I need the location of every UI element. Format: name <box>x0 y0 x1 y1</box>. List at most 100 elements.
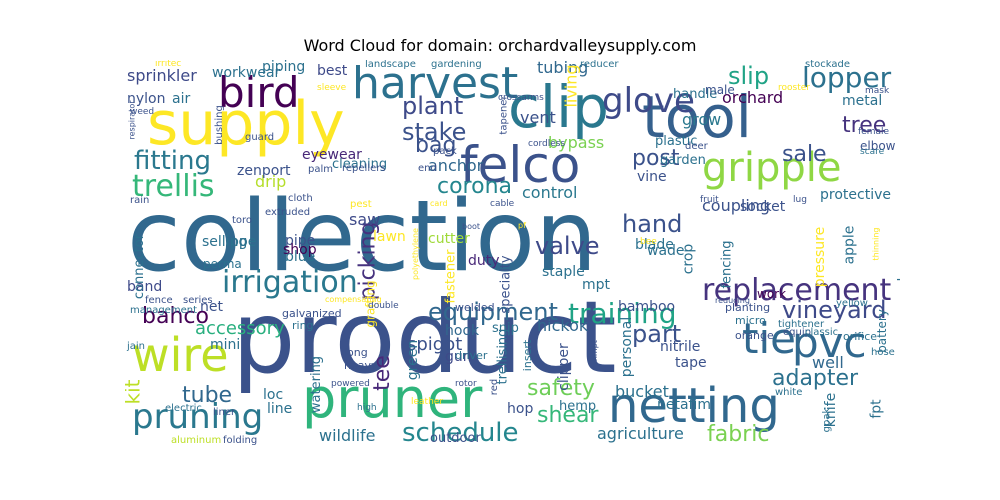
word-bushing: bushing <box>213 105 225 145</box>
word-bag: bag <box>415 133 457 158</box>
word-part: part <box>632 320 682 348</box>
word-harvest: harvest <box>352 60 519 109</box>
word-duty: duty <box>468 253 500 269</box>
word-connector: connector <box>132 233 148 300</box>
word-fpt: fpt <box>868 399 885 419</box>
word-boot: boot <box>462 222 481 231</box>
word-shop: shop <box>283 242 317 258</box>
word-drip: drip <box>255 172 287 191</box>
word-nitrile: nitrile <box>660 339 701 355</box>
word-bahco: bahco <box>142 304 209 329</box>
word-supply: supply <box>147 89 345 159</box>
word-rain: rain <box>130 195 150 206</box>
word-liner: liner <box>213 407 236 418</box>
word-rotor: rotor <box>455 379 477 389</box>
word-apple: apple <box>841 225 858 265</box>
word-clipper: clipper <box>555 343 572 391</box>
word-loc: loc <box>263 387 284 403</box>
word-lawn: lawn <box>373 229 406 245</box>
word-hand: hand <box>622 210 683 238</box>
word-grow: grow <box>682 110 722 129</box>
word-tubing: tubing <box>537 60 589 77</box>
word-selling: selling <box>202 234 248 250</box>
word-vine: vine <box>637 169 667 185</box>
word-safety: safety <box>527 376 595 401</box>
word-cleaning: cleaning <box>332 157 388 172</box>
word-powered: powered <box>331 379 370 389</box>
word-lopper: lopper <box>802 61 892 94</box>
word-fencing: fencing <box>719 240 735 289</box>
word-gripple: gripple <box>702 145 842 191</box>
word-workwear: workwear <box>212 65 281 81</box>
word-pruner: pruner <box>302 367 483 430</box>
word-post: post <box>632 146 680 171</box>
word-slip: slip <box>728 62 770 90</box>
word-equip: equip <box>783 327 811 338</box>
word-corona: corona <box>437 174 513 199</box>
word-fence: fence <box>145 295 173 306</box>
word-control: control <box>522 183 578 202</box>
word-series: series <box>183 295 213 306</box>
word-driver: driver <box>455 349 488 362</box>
word-netting: netting <box>608 378 780 434</box>
word-equipment: equipment <box>428 298 558 326</box>
word-reducer: reducer <box>580 60 619 70</box>
word-netafim: netafim <box>657 397 712 413</box>
word-classic: classic <box>805 327 839 338</box>
word-glove: glove <box>602 81 695 121</box>
word-elbow: elbow <box>860 139 896 153</box>
word-guard: guard <box>245 132 275 143</box>
word-trellising: trellising <box>495 328 511 385</box>
word-yellow: yellow <box>836 298 868 309</box>
word-zenport: zenport <box>237 163 291 179</box>
word-stockade: stockade <box>805 60 850 70</box>
word-mmpt: mmpt <box>589 340 599 364</box>
word-stake: stake <box>402 118 467 146</box>
word-green: green <box>405 339 422 381</box>
word-cloth: cloth <box>288 193 313 204</box>
word-bee: bee <box>640 237 657 247</box>
word-scare: scare <box>860 147 885 157</box>
word-welded: welded <box>455 301 495 314</box>
word-leather: leather <box>411 397 444 407</box>
word-coupling: coupling <box>702 196 771 215</box>
word-rooster: rooster <box>778 83 810 93</box>
word-spigot: spigot <box>407 334 463 355</box>
word-valve: valve <box>535 232 600 260</box>
word-tightener: tightener <box>778 319 825 330</box>
word-vent: vent <box>520 108 556 127</box>
chart-title: Word Cloud for domain: orchardvalleysupp… <box>303 36 697 55</box>
word-staple: staple <box>542 264 585 280</box>
word-protective: protective <box>820 187 891 203</box>
word-hop: hop <box>507 401 534 417</box>
word-eyewear: eyewear <box>302 147 362 163</box>
word-pest: pest <box>350 199 372 210</box>
word-product: product <box>232 279 617 396</box>
word-tool: tool <box>642 83 752 151</box>
word-male: male <box>705 83 735 97</box>
word-living: living <box>561 64 581 108</box>
word-female: female <box>858 127 890 137</box>
word-gardening: gardening <box>431 60 482 70</box>
word-best: best <box>317 63 348 79</box>
word-card: card <box>430 199 448 208</box>
word-orchard: orchard <box>722 88 784 107</box>
word-aluminum: aluminum <box>171 435 222 446</box>
word-gpak: gpak <box>821 407 833 433</box>
word-hemp: hemp <box>559 399 597 414</box>
word-personal: personal <box>619 316 636 378</box>
word-plant: plant <box>402 92 464 120</box>
word-piping: piping <box>262 60 306 75</box>
word-high: high <box>357 403 377 413</box>
word-clip: clip <box>508 73 609 141</box>
word-cable: cable <box>490 199 515 209</box>
word-landscape: landscape <box>365 60 416 70</box>
word-bird: bird <box>218 68 300 117</box>
word-irritec: irritec <box>155 60 182 69</box>
word-bamboo: bamboo <box>618 299 676 315</box>
word-extruded: extruded <box>265 207 311 218</box>
word-sleeve: sleeve <box>317 83 347 93</box>
word-orange: orange <box>735 329 774 342</box>
word-work: work <box>757 287 787 301</box>
word-specialty: specialty <box>498 255 514 314</box>
